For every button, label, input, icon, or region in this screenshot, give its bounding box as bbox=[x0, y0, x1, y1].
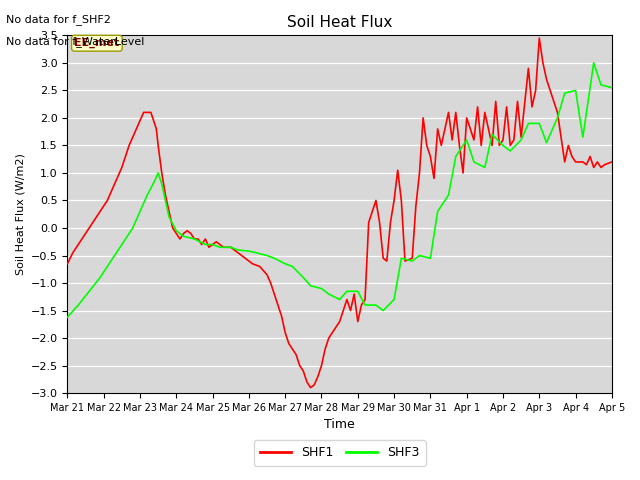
Y-axis label: Soil Heat Flux (W/m2): Soil Heat Flux (W/m2) bbox=[15, 153, 25, 275]
Line: SHF1: SHF1 bbox=[67, 38, 612, 388]
Text: No data for f_WaterLevel: No data for f_WaterLevel bbox=[6, 36, 145, 47]
SHF1 bbox=[390, 198, 398, 204]
SHF1 bbox=[528, 104, 536, 110]
SHF1 bbox=[419, 115, 427, 121]
SHF1 bbox=[608, 159, 616, 165]
SHF1 bbox=[104, 198, 111, 204]
Text: No data for f_SHF2: No data for f_SHF2 bbox=[6, 14, 111, 25]
X-axis label: Time: Time bbox=[324, 419, 355, 432]
SHF3 bbox=[216, 244, 224, 250]
SHF3 bbox=[325, 291, 333, 297]
Title: Soil Heat Flux: Soil Heat Flux bbox=[287, 15, 392, 30]
SHF1 bbox=[63, 261, 71, 267]
SHF3 bbox=[63, 314, 71, 320]
Legend: SHF1, SHF3: SHF1, SHF3 bbox=[253, 440, 426, 466]
SHF1 bbox=[307, 385, 314, 391]
SHF3 bbox=[307, 283, 314, 288]
SHF3 bbox=[590, 60, 598, 66]
SHF1 bbox=[579, 159, 587, 165]
Text: EE_met: EE_met bbox=[74, 38, 120, 48]
SHF3 bbox=[202, 241, 209, 247]
SHF3 bbox=[434, 209, 442, 215]
Line: SHF3: SHF3 bbox=[67, 63, 612, 317]
SHF1 bbox=[397, 198, 405, 204]
SHF3 bbox=[608, 85, 616, 91]
SHF3 bbox=[597, 82, 605, 88]
SHF1 bbox=[536, 35, 543, 41]
